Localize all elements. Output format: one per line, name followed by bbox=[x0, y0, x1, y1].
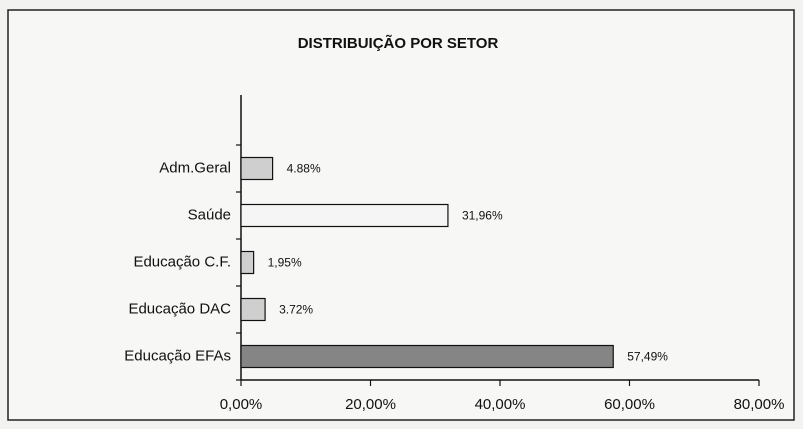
category-label: Educação EFAs bbox=[124, 347, 231, 364]
value-label: 3.72% bbox=[279, 303, 313, 317]
category-label: Educação C.F. bbox=[133, 253, 231, 270]
x-tick-label: 20,00% bbox=[345, 396, 396, 413]
value-label: 1,95% bbox=[268, 256, 302, 270]
x-tick-label: 0,00% bbox=[220, 396, 263, 413]
bar bbox=[240, 156, 274, 181]
x-tick-label: 40,00% bbox=[475, 396, 526, 413]
chart-title: DISTRIBUIÇÃO POR SETOR bbox=[298, 34, 499, 52]
x-tick-label: 80,00% bbox=[734, 396, 785, 413]
x-tick-label: 60,00% bbox=[604, 396, 655, 413]
category-label: Adm.Geral bbox=[159, 159, 231, 176]
bar bbox=[240, 203, 449, 228]
value-label: 31,96% bbox=[462, 209, 503, 223]
category-label: Educação DAC bbox=[128, 300, 231, 317]
category-label: Saúde bbox=[188, 206, 231, 223]
value-label: 4.88% bbox=[287, 162, 321, 176]
bar bbox=[240, 344, 614, 369]
bar bbox=[240, 297, 266, 322]
value-label: 57,49% bbox=[627, 350, 668, 364]
bar bbox=[240, 250, 255, 275]
